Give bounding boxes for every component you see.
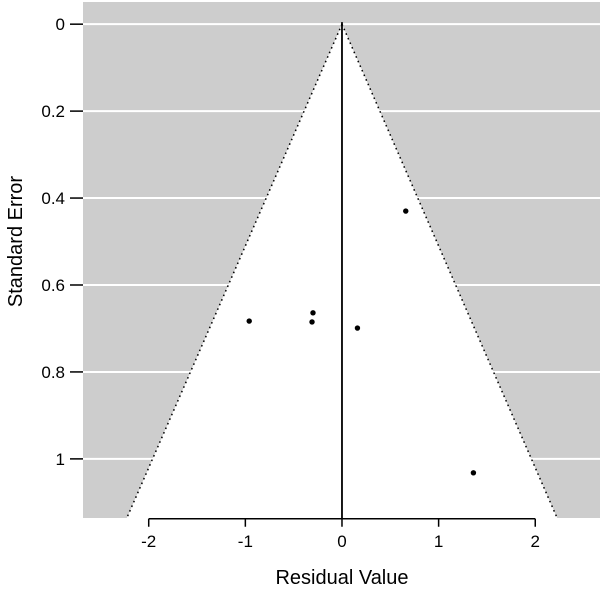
x-tick-label--2: -2 (141, 532, 156, 551)
y-axis-title: Standard Error (5, 176, 27, 308)
axis-labels: 0 0.2 0.4 0.6 0.8 1 -2 -1 0 1 2 Residual Value Stand… (5, 15, 540, 589)
x-axis-title: Residual Value (275, 567, 408, 589)
study-point-1 (246, 318, 252, 324)
study-point-6 (470, 470, 477, 476)
y-tick-label-0.2: 0.2 (41, 102, 65, 121)
y-tick-label-0.6: 0.6 (41, 276, 65, 295)
y-tick-label-1: 1 (56, 450, 65, 469)
y-tick-label-0.8: 0.8 (41, 363, 65, 382)
study-point-2 (310, 310, 316, 316)
study-point-3 (309, 319, 315, 325)
study-point-5 (403, 208, 409, 214)
study-point-4 (354, 325, 361, 331)
axes (70, 23, 537, 527)
x-tick-label-2: 2 (531, 532, 540, 551)
data-points (246, 208, 477, 476)
x-tick-label-1: 1 (434, 532, 443, 551)
x-tick-label-0: 0 (337, 532, 346, 551)
y-tick-label-0.4: 0.4 (41, 189, 65, 208)
x-tick-label--1: -1 (238, 532, 253, 551)
y-tick-label-0: 0 (56, 15, 65, 34)
